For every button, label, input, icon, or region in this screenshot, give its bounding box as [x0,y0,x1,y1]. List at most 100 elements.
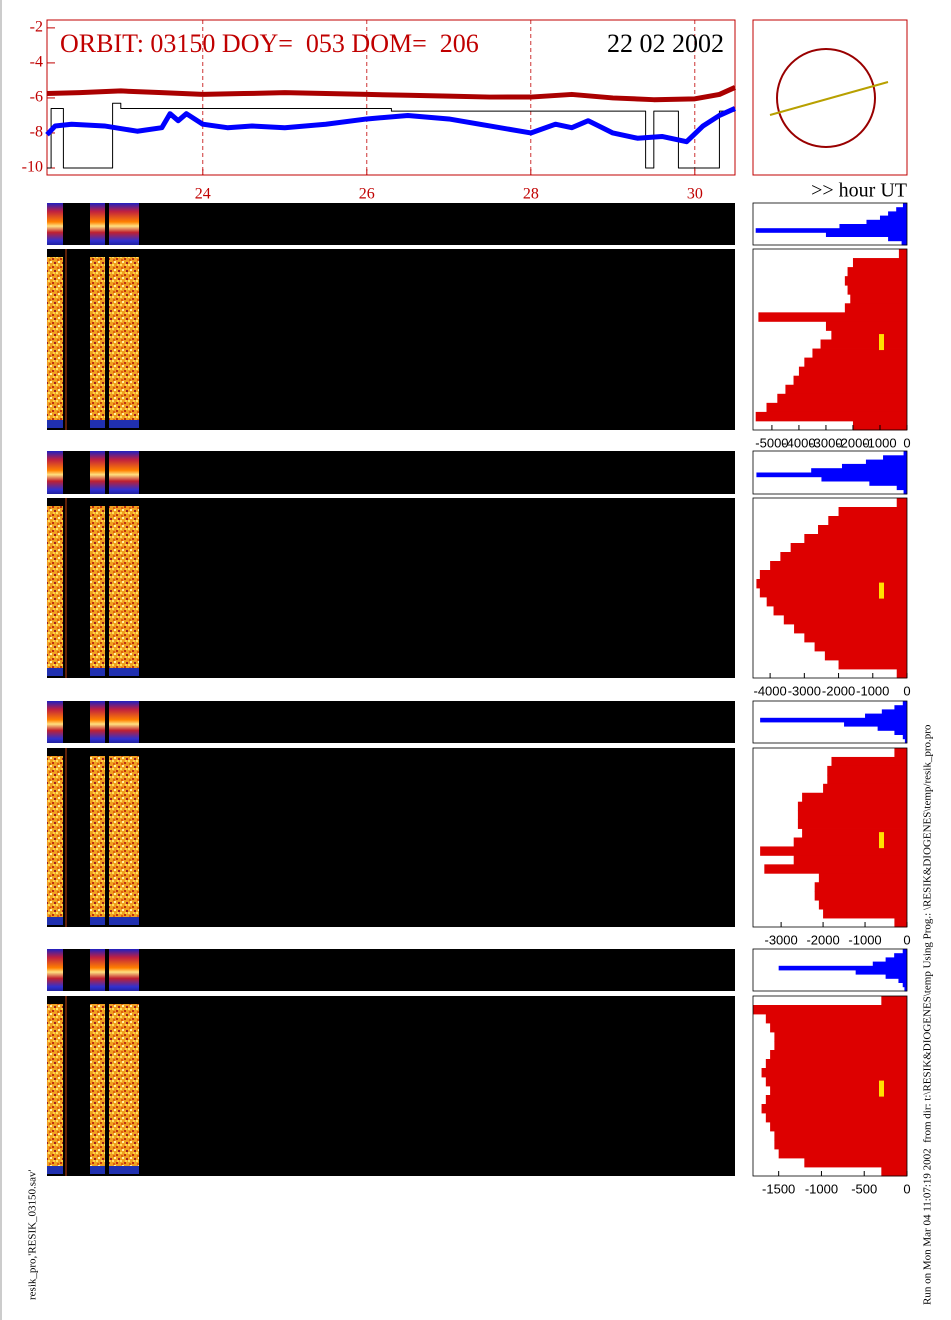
spectrogram-strip [47,949,63,991]
x-tick-label: 26 [359,186,375,203]
histogram-bar [804,357,907,368]
spectrogram-strip [90,1004,105,1168]
histogram-bar [753,1005,907,1015]
histogram-bar [881,709,907,714]
histogram-bar [811,468,907,473]
x-tick-label: -1000 [856,683,889,698]
histogram-bar [821,476,907,482]
histogram-bar [765,1095,907,1105]
histogram-bar [770,561,907,571]
histogram-bar [765,1077,907,1087]
histogram-bar [804,633,907,643]
spectrogram-strip [90,506,105,670]
histogram-bar [758,312,907,322]
spectrogram-strip [47,701,63,743]
spectrogram-strip [90,756,105,919]
date-label: 22 02 2002 [607,29,724,58]
spectrogram-strip [90,701,105,743]
histogram-bar [877,726,907,731]
histogram-bar [901,240,907,246]
histogram-frame [752,700,908,744]
histogram-bar [790,543,907,553]
x-tick-label: 0 [903,932,910,947]
histogram-bar [894,953,907,958]
histogram-bar [903,489,907,495]
spectrogram-edge [90,668,105,676]
spectrogram-edge [109,668,139,676]
histogram-bar [831,330,907,340]
spectrograms [47,203,735,1176]
spectrogram-edge [109,1166,139,1174]
histogram-bar [888,211,907,216]
x-tick-label: -3000 [809,435,842,450]
histogram-bar [879,215,907,221]
spectrogram-edge [90,1166,105,1174]
spectrogram-edge [109,917,139,925]
histogram-bar [902,734,907,740]
histogram-bar [814,642,907,652]
spectrogram-bg [47,996,735,1176]
histogram-bar [904,986,907,992]
histogram-bar [902,203,907,208]
spectrogram-strip [47,1004,63,1168]
histogram-bar [883,455,907,460]
chart-title: ORBIT: 03150 DOY= 053 DOM= 206 [60,29,479,58]
spectrogram-bg [47,249,735,430]
histogram-bar [896,485,907,491]
spectrogram-edge [90,420,105,428]
data-line [46,85,737,103]
y-tick-label: -10 [22,159,43,176]
x-tick-label: -3000 [764,932,797,947]
level-marker [879,832,884,849]
x-tick-label: -1500 [762,1181,795,1196]
histogram-bar [847,285,907,295]
spectrogram-bg [47,451,735,494]
histogram-bar [814,891,907,901]
y-tick-label: -2 [30,19,43,36]
histogram-bar [852,258,907,268]
histogram-bar [904,738,907,744]
histogram-bar [760,846,907,856]
histogram-bar [902,701,907,706]
histogram-bar [760,717,907,723]
orbit-frame [752,19,908,176]
histogram-frame [752,747,908,928]
level-marker [879,1080,884,1097]
histogram-bar [831,756,907,767]
histogram-bar [866,219,907,225]
y-tick-label: -4 [30,54,43,71]
spectrogram-bg [47,203,735,245]
histogram-bar [755,228,907,233]
histogram-bar [812,348,907,358]
histogram-bar [774,1032,907,1042]
spectrogram-strip [47,203,63,245]
histogram-bar [774,1140,907,1150]
histogram-bar [797,810,907,820]
x-tick-label: -2000 [822,683,855,698]
x-tick-label: 0 [903,683,910,698]
y-tick-label: -6 [30,89,43,106]
histogram-bar [765,1014,907,1024]
x-tick-label: -500 [851,1181,877,1196]
histogram-bar [855,970,907,975]
histogram-bar [824,651,907,661]
histogram-bar [759,570,907,580]
level-marker [879,582,884,599]
spectrogram-strip [109,1004,139,1168]
spectrogram-strip [109,949,139,991]
histogram-bar [847,267,907,277]
histogram-bar [850,294,907,304]
spectrogram-strip [90,203,105,245]
spectrogram-edge [47,420,63,428]
histogram-bar [778,965,907,971]
spectrogram-bg [47,949,735,991]
orbit-track [769,81,889,116]
x-tick-label: -2000 [836,435,869,450]
spectrogram-edge [47,668,63,676]
x-tick-label: -1000 [863,435,896,450]
x-tick-label: 0 [903,1181,910,1196]
x-tick-label: -4000 [753,683,786,698]
histogram-bar [818,525,907,535]
x-tick-label: -1000 [805,1181,838,1196]
histogram-frame [752,497,908,679]
